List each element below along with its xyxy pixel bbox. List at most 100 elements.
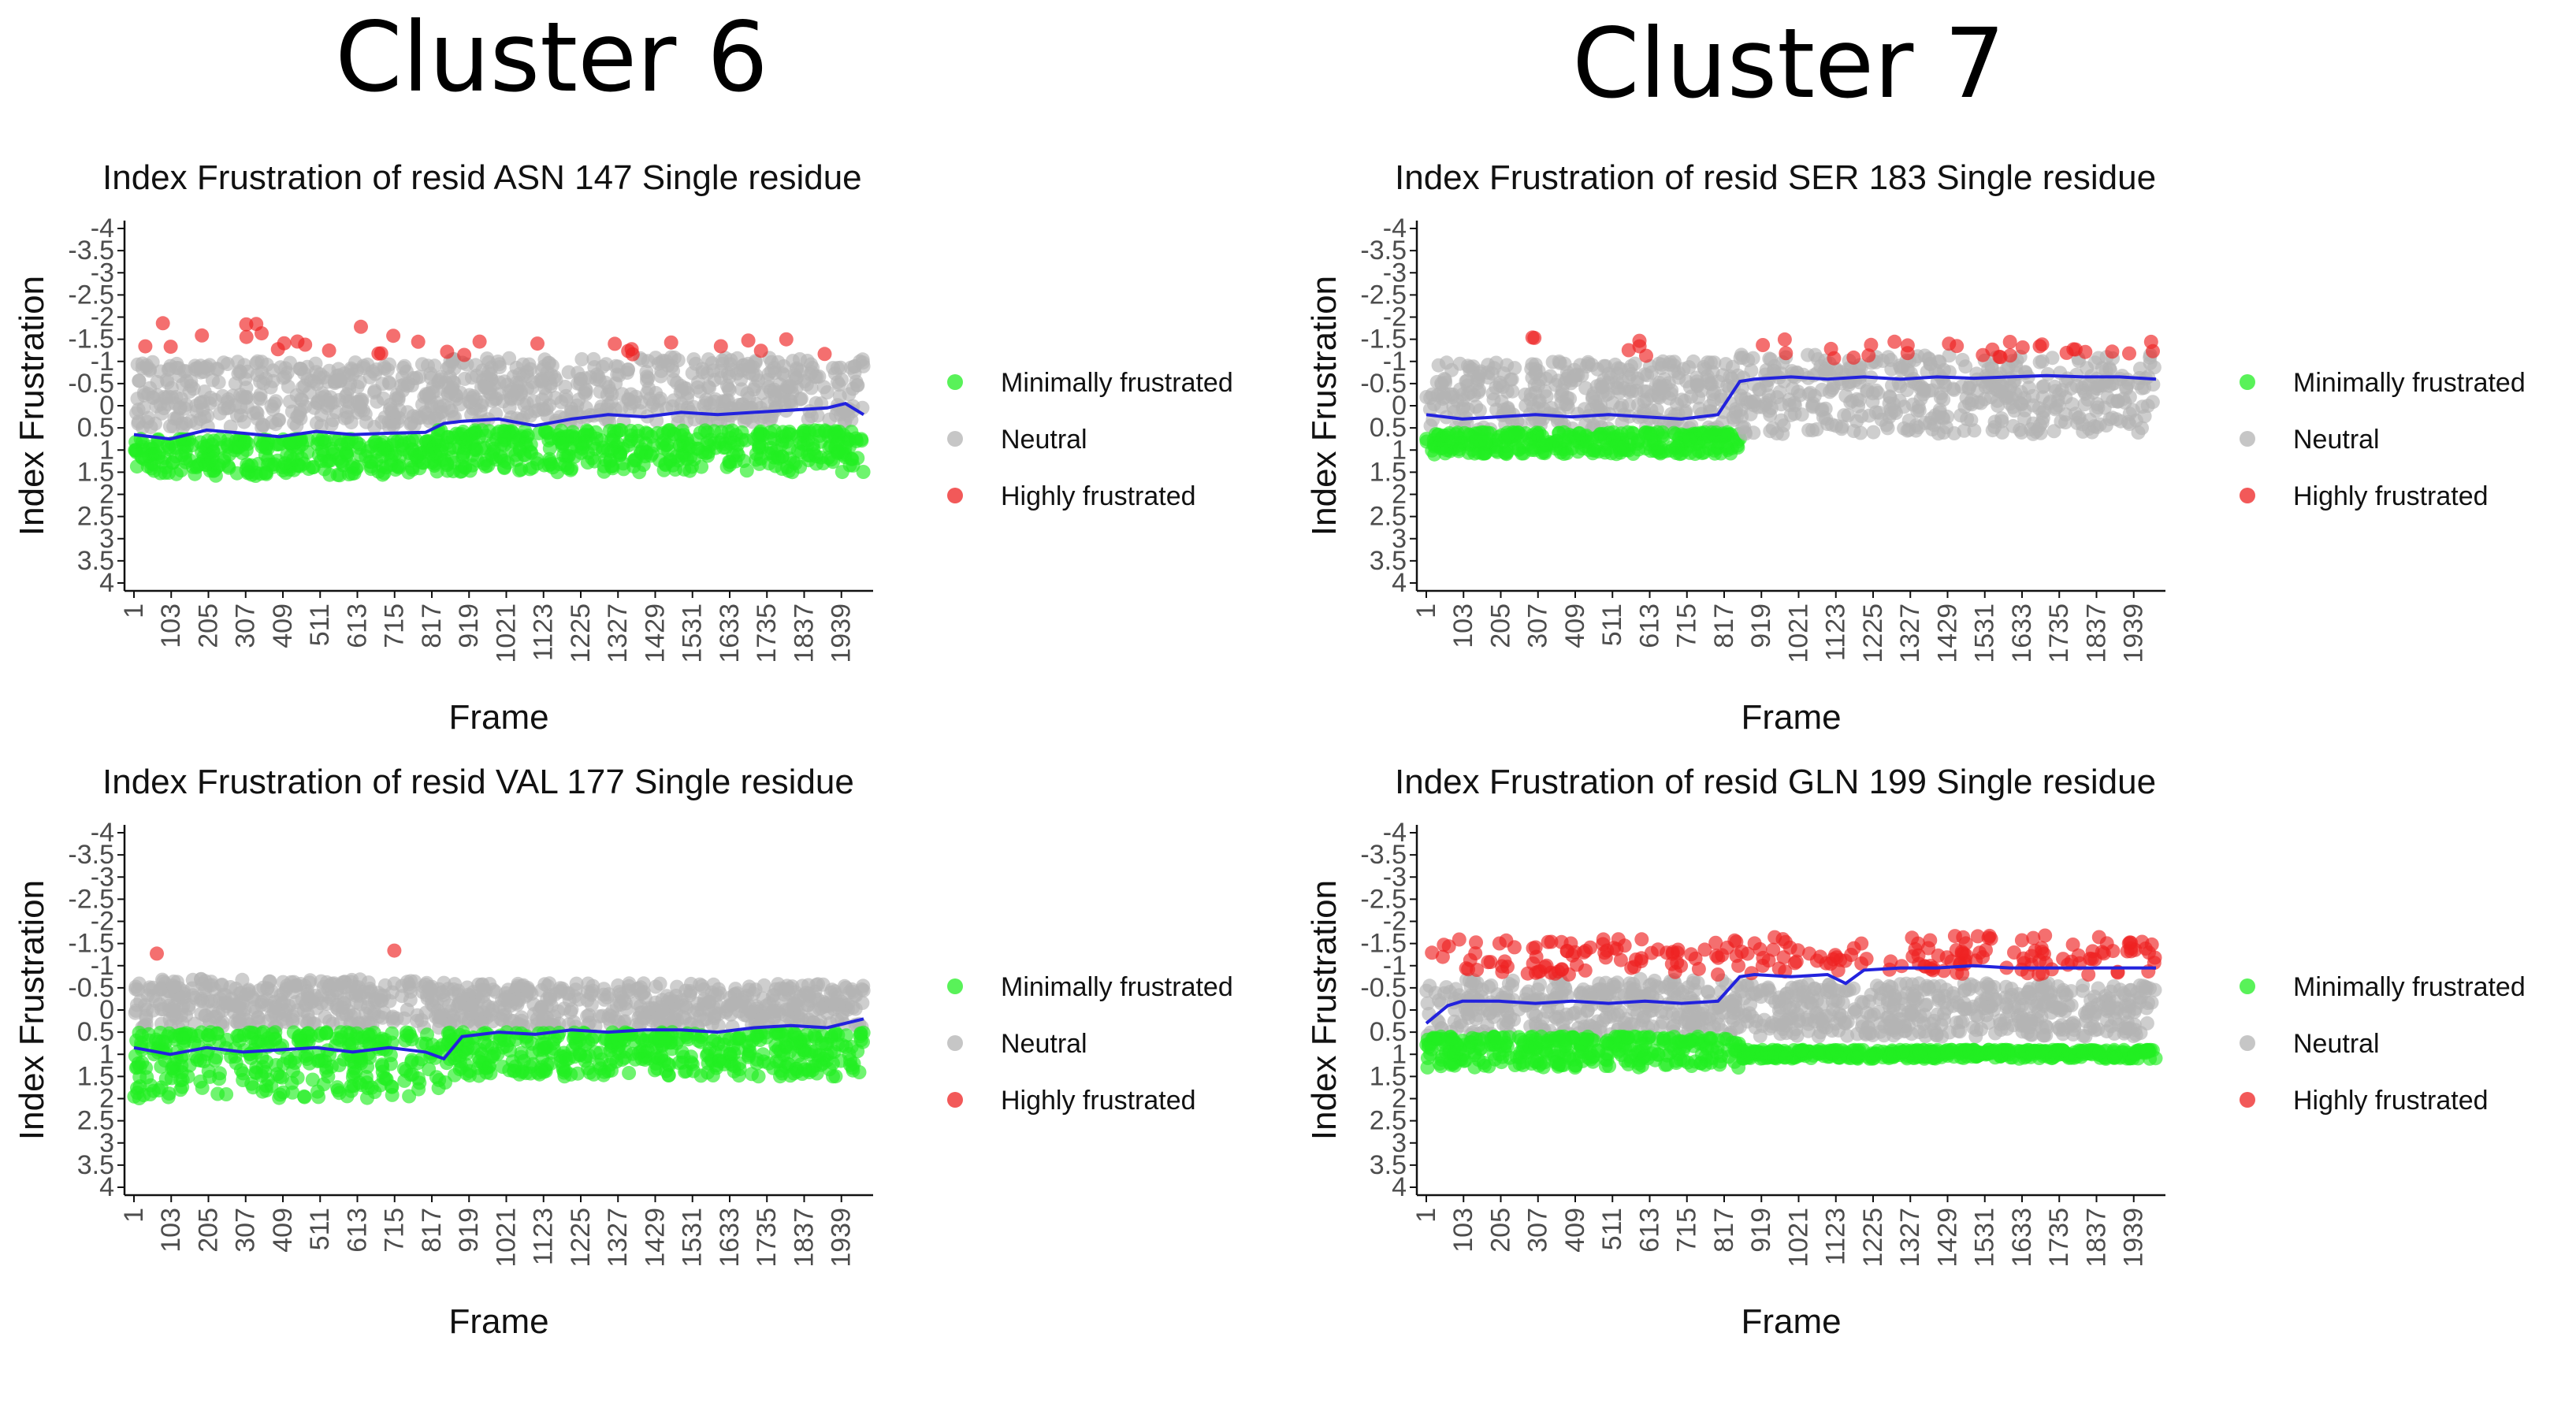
minimal-point bbox=[542, 441, 557, 456]
chart-panel-gln199: Index Frustration of resid GLN 199 Singl… bbox=[1292, 758, 2553, 1357]
high-point bbox=[817, 347, 832, 362]
y-tick-label: 0.5 bbox=[1370, 413, 1407, 443]
minimal-point bbox=[315, 432, 330, 447]
legend-minimal-label: Minimally frustrated bbox=[2293, 368, 2526, 398]
y-tick-label: 2 bbox=[99, 1084, 114, 1114]
high-point bbox=[664, 335, 678, 350]
neutral-point bbox=[358, 1006, 373, 1021]
neutral-point bbox=[460, 980, 474, 995]
minimal-point bbox=[305, 1072, 320, 1087]
neutral-point bbox=[1931, 367, 1946, 382]
minimal-point bbox=[512, 463, 526, 478]
minimal-point bbox=[603, 1043, 618, 1058]
neutral-point bbox=[699, 392, 714, 407]
x-tick-label: 103 bbox=[156, 603, 186, 648]
high-point bbox=[150, 946, 164, 961]
minimal-point bbox=[1500, 428, 1515, 442]
x-tick-label: 817 bbox=[417, 1208, 447, 1253]
y-tick-label: -2 bbox=[91, 303, 114, 332]
neutral-point bbox=[1640, 384, 1655, 399]
neutral-point bbox=[290, 409, 305, 424]
neutral-point bbox=[832, 388, 847, 403]
neutral-point bbox=[1759, 374, 1774, 389]
x-tick-label: 1327 bbox=[603, 603, 633, 663]
minimal-point bbox=[1478, 446, 1492, 461]
minimal-point bbox=[269, 437, 284, 452]
minimal-point bbox=[238, 434, 253, 449]
minimal-point bbox=[248, 1035, 263, 1050]
minimal-point bbox=[1453, 434, 1468, 449]
neutral-point bbox=[737, 414, 752, 429]
neutral-point bbox=[188, 362, 203, 377]
minimal-point bbox=[727, 435, 742, 450]
legend-minimal-swatch bbox=[947, 374, 963, 390]
neutral-point bbox=[542, 992, 557, 1007]
neutral-point bbox=[1452, 356, 1467, 371]
neutral-point bbox=[173, 401, 188, 416]
neutral-point bbox=[426, 999, 441, 1014]
neutral-point bbox=[848, 1001, 863, 1016]
chart-ser183: Index Frustration of resid SER 183 Singl… bbox=[1305, 158, 2526, 737]
neutral-point bbox=[2007, 403, 2022, 418]
minimal-point bbox=[751, 1069, 766, 1084]
neutral-point bbox=[235, 972, 250, 987]
neutral-point bbox=[1981, 362, 1996, 377]
y-tick-label: 0 bbox=[99, 391, 114, 421]
minimal-point bbox=[166, 1057, 181, 1072]
neutral-point bbox=[225, 388, 240, 403]
minimal-point bbox=[228, 440, 243, 455]
neutral-point bbox=[2077, 397, 2092, 412]
neutral-point bbox=[558, 380, 573, 394]
chart-title: Index Frustration of resid GLN 199 Singl… bbox=[1395, 763, 2156, 801]
minimal-point bbox=[763, 425, 778, 440]
neutral-point bbox=[302, 975, 317, 990]
high-point bbox=[1846, 350, 1861, 365]
neutral-point bbox=[534, 362, 549, 377]
neutral-point bbox=[856, 978, 871, 993]
neutral-point bbox=[1706, 392, 1721, 407]
neutral-point bbox=[701, 352, 716, 367]
minimal-point bbox=[685, 1056, 700, 1071]
neutral-point bbox=[2080, 361, 2095, 376]
minimal-point bbox=[236, 1027, 251, 1042]
minimal-point bbox=[1558, 439, 1573, 454]
legend-minimal-swatch bbox=[2240, 374, 2255, 390]
high-point bbox=[1827, 351, 1842, 366]
minimal-point bbox=[773, 1025, 788, 1040]
y-axis-label: Index Frustration bbox=[13, 276, 51, 536]
minimal-point bbox=[1625, 425, 1640, 440]
minimal-point bbox=[606, 433, 621, 448]
neutral-point bbox=[619, 996, 633, 1011]
minimal-point bbox=[648, 1063, 662, 1078]
neutral-point bbox=[400, 975, 414, 990]
neutral-point bbox=[1935, 410, 1950, 425]
y-tick-label: 0 bbox=[1392, 391, 1407, 421]
high-point bbox=[713, 339, 728, 354]
minimal-point bbox=[620, 1027, 635, 1042]
high-point bbox=[753, 343, 768, 358]
cluster-7-heading: Cluster 7 bbox=[1572, 8, 2005, 120]
points-group bbox=[128, 316, 871, 483]
x-tick-label: 103 bbox=[1448, 603, 1478, 648]
minimal-point bbox=[580, 429, 595, 444]
minimal-point bbox=[844, 425, 859, 440]
minimal-point bbox=[701, 1046, 716, 1061]
y-axis-label: Index Frustration bbox=[13, 880, 51, 1140]
neutral-point bbox=[585, 978, 600, 993]
neutral-point bbox=[678, 381, 693, 396]
minimal-point bbox=[732, 1056, 747, 1071]
minimal-point bbox=[274, 1070, 289, 1085]
neutral-point bbox=[656, 1004, 671, 1019]
legend-neutral-label: Neutral bbox=[1001, 425, 1087, 455]
minimal-point bbox=[806, 441, 821, 456]
minimal-point bbox=[507, 1064, 522, 1078]
x-tick-label: 1021 bbox=[1783, 603, 1813, 663]
neutral-point bbox=[148, 993, 163, 1008]
minimal-point bbox=[693, 1068, 708, 1083]
minimal-point bbox=[288, 1050, 303, 1065]
x-tick-label: 511 bbox=[305, 603, 335, 646]
minimal-point bbox=[821, 451, 836, 465]
x-tick-label: 1021 bbox=[491, 603, 521, 663]
minimal-point bbox=[585, 451, 600, 466]
neutral-point bbox=[385, 403, 400, 418]
